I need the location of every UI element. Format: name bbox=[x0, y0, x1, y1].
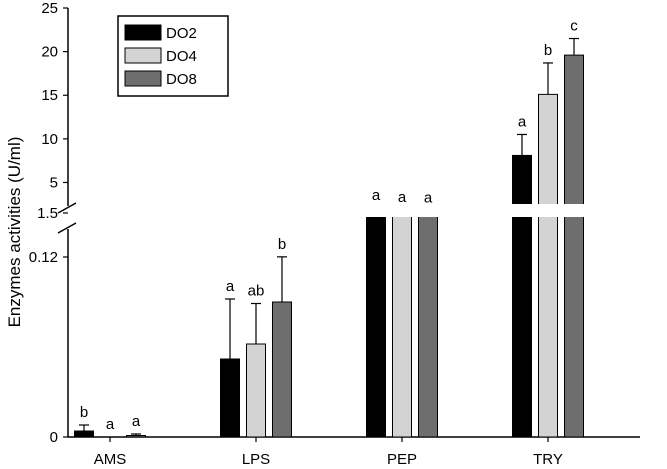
y-tick-label: 5 bbox=[50, 174, 58, 191]
significance-label: ab bbox=[248, 283, 265, 300]
legend-swatch-do2 bbox=[124, 24, 162, 41]
bar-do8-pep bbox=[418, 211, 438, 438]
bar-do8-try bbox=[564, 54, 584, 438]
significance-label: b bbox=[544, 42, 552, 59]
significance-label: c bbox=[570, 18, 578, 35]
axes: 0 0.12 1.5 5 10 15 20 25 AMS LPS PEP TRY bbox=[29, 0, 640, 468]
y-tick-label: 0 bbox=[50, 429, 58, 446]
axis-break-mark bbox=[57, 222, 77, 234]
y-tick-label: 1.5 bbox=[37, 205, 58, 222]
legend-label-do4: DO4 bbox=[166, 48, 197, 65]
significance-label: a bbox=[424, 189, 433, 206]
bar-do4-try bbox=[538, 93, 558, 438]
significance-label: a bbox=[398, 189, 407, 206]
significance-label: b bbox=[80, 404, 88, 421]
bar-do2-lps bbox=[220, 358, 240, 438]
y-axis-title: Enzymes activities (U/ml) bbox=[5, 137, 24, 328]
y-tick-label: 25 bbox=[41, 0, 58, 17]
bar-do8-lps bbox=[272, 301, 292, 438]
significance-label: a bbox=[106, 416, 115, 433]
y-tick-label: 0.12 bbox=[29, 249, 58, 266]
axis-break-mark bbox=[57, 202, 77, 214]
x-tick-label: LPS bbox=[242, 451, 270, 468]
y-tick-label: 15 bbox=[41, 87, 58, 104]
legend-label-do8: DO8 bbox=[166, 71, 197, 88]
x-tick-label: PEP bbox=[387, 451, 417, 468]
significance-label: a bbox=[132, 413, 141, 430]
axis-break-band bbox=[508, 204, 588, 217]
legend-label-do2: DO2 bbox=[166, 25, 197, 42]
y-tick-label: 10 bbox=[41, 131, 58, 148]
bar-do2-ams bbox=[74, 430, 94, 438]
bar-do8-ams bbox=[126, 435, 146, 438]
bar-do4-pep bbox=[392, 210, 412, 438]
legend-swatch-do4 bbox=[124, 47, 162, 64]
significance-label: b bbox=[278, 236, 286, 253]
bars bbox=[74, 37, 588, 438]
x-tick-label: AMS bbox=[94, 451, 127, 468]
bar-do2-try bbox=[512, 154, 532, 438]
legend-swatch-do8 bbox=[124, 70, 162, 87]
bar-do4-lps bbox=[246, 343, 266, 438]
significance-label: a bbox=[372, 187, 381, 204]
legend: DO2 DO4 DO8 bbox=[117, 15, 229, 97]
bar-do2-pep bbox=[366, 209, 386, 438]
x-tick-label: TRY bbox=[533, 451, 563, 468]
axis-break-band bbox=[362, 204, 442, 217]
y-tick-label: 20 bbox=[41, 44, 58, 61]
significance-label: a bbox=[518, 113, 527, 130]
significance-label: a bbox=[226, 278, 235, 295]
